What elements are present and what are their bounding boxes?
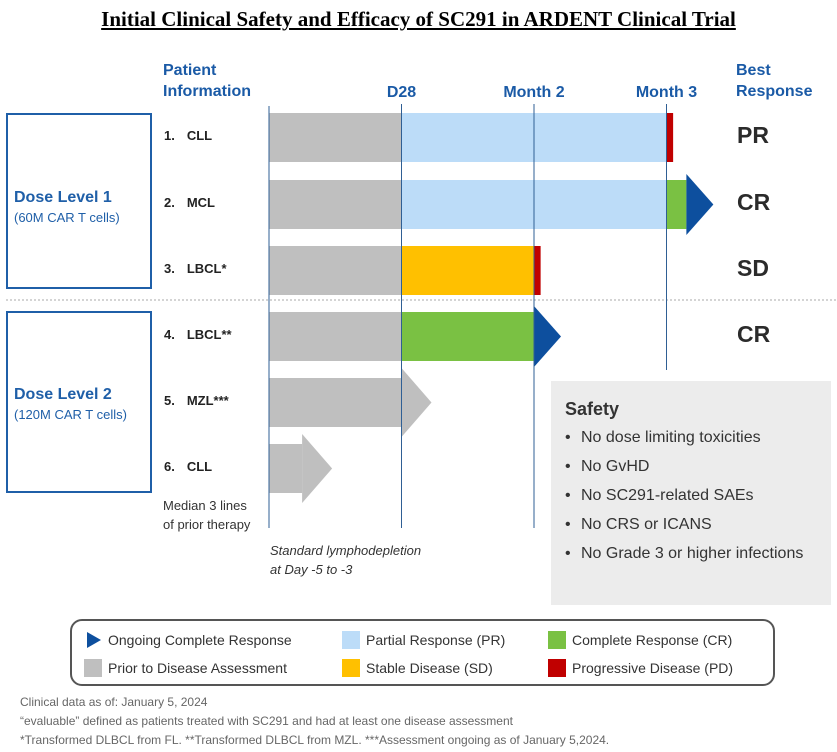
best-header-line1: Best	[736, 62, 771, 79]
bar-segment-pd	[666, 113, 674, 162]
safety-item: No GvHD	[565, 456, 827, 478]
patient-number: 3.	[164, 261, 175, 276]
median-note-line2: of prior therapy	[163, 517, 251, 532]
safety-panel: Safety No dose limiting toxicities No Gv…	[551, 381, 831, 605]
patient-label: 1. CLL	[164, 128, 212, 143]
patient-disease: MCL	[186, 195, 216, 210]
patient-disease: LBCL*	[186, 261, 227, 276]
best-response-header: Best Response	[736, 60, 812, 102]
safety-title: Safety	[565, 399, 620, 419]
prior-swatch	[84, 659, 102, 677]
cr-swatch	[548, 631, 566, 649]
sd-swatch	[342, 659, 360, 677]
safety-item: No Grade 3 or higher infections	[565, 543, 827, 565]
ongoing-arrow-icon	[87, 632, 101, 648]
patient-header-line2: Information	[163, 83, 251, 100]
patient-number: 2.	[164, 195, 175, 210]
patient-label: 2. MCL	[164, 195, 215, 210]
patient-number: 4.	[164, 327, 175, 342]
bar-segment-cr	[666, 180, 687, 229]
bar-segment-sd	[401, 246, 534, 295]
patient-header-line1: Patient	[163, 62, 217, 79]
legend-label: Complete Response (CR)	[572, 632, 733, 648]
lymphodepletion-note: Standard lymphodepletion at Day -5 to -3	[270, 541, 421, 579]
dose-level-1-box: Dose Level 1 (60M CAR T cells)	[6, 113, 152, 289]
patient-label: 4. LBCL**	[164, 327, 232, 342]
pd-swatch	[548, 659, 566, 677]
patient-disease: CLL	[186, 459, 213, 474]
patient-disease: LBCL**	[186, 327, 232, 342]
patient-label: 3. LBCL*	[164, 261, 227, 276]
footnote: Clinical data as of: January 5, 2024	[20, 695, 208, 709]
lymphodepletion-line2: at Day -5 to -3	[270, 562, 353, 577]
lymphodepletion-line1: Standard lymphodepletion	[270, 543, 422, 558]
bar-segment-prior	[269, 312, 402, 361]
footnote: “evaluable” defined as patients treated …	[20, 714, 513, 728]
dose-level-2-title: Dose Level 2	[14, 386, 112, 403]
time-marker-label: Month 2	[503, 84, 564, 101]
safety-item: No SC291-related SAEs	[565, 485, 827, 507]
best-response-label: CR	[737, 189, 771, 215]
prior-assessment-arrow	[401, 368, 432, 437]
legend: Ongoing Complete Response Partial Respon…	[70, 619, 775, 686]
best-response-label: CR	[737, 321, 771, 347]
dose-level-1-title: Dose Level 1	[14, 189, 112, 206]
patient-number: 5.	[164, 393, 175, 408]
patient-label: 6. CLL	[164, 459, 212, 474]
best-response-label: PR	[737, 122, 769, 148]
prior-assessment-arrow	[302, 434, 333, 503]
bar-segment-prior	[269, 246, 402, 295]
dose-level-1-subtitle: (60M CAR T cells)	[14, 210, 120, 225]
best-header-line2: Response	[736, 83, 813, 100]
legend-label: Prior to Disease Assessment	[108, 660, 287, 676]
patient-info-header: Patient Information	[163, 60, 251, 102]
safety-item: No CRS or ICANS	[565, 514, 827, 536]
bar-segment-prior	[269, 180, 402, 229]
time-marker-label: Month 3	[636, 84, 697, 101]
legend-label: Progressive Disease (PD)	[572, 660, 734, 676]
patient-label: 5. MZL***	[164, 393, 229, 408]
time-marker-label: D28	[387, 84, 416, 101]
bar-segment-prior	[269, 444, 303, 493]
dose-level-2-box: Dose Level 2 (120M CAR T cells)	[6, 311, 152, 493]
bar-segment-pd	[534, 246, 541, 295]
page-title: Initial Clinical Safety and Efficacy of …	[101, 7, 736, 31]
median-note-line1: Median 3 lines	[163, 498, 247, 513]
patient-disease: MZL***	[186, 393, 229, 408]
legend-label: Stable Disease (SD)	[366, 660, 493, 676]
bar-segment-prior	[269, 378, 402, 427]
patient-number: 6.	[164, 459, 175, 474]
bar-segment-cr	[401, 312, 534, 361]
legend-label: Partial Response (PR)	[366, 632, 506, 648]
median-note: Median 3 lines of prior therapy	[163, 496, 250, 534]
patient-disease: CLL	[186, 128, 213, 143]
best-response-label: SD	[737, 255, 769, 281]
safety-list: No dose limiting toxicities No GvHD No S…	[565, 427, 827, 572]
pr-swatch	[342, 631, 360, 649]
ongoing-response-arrow	[686, 174, 714, 235]
bar-segment-prior	[269, 113, 402, 162]
legend-label: Ongoing Complete Response	[108, 632, 292, 648]
ongoing-response-arrow	[534, 306, 561, 367]
safety-item: No dose limiting toxicities	[565, 427, 827, 449]
patient-number: 1.	[164, 128, 175, 143]
dose-level-2-subtitle: (120M CAR T cells)	[14, 407, 127, 422]
footnote: *Transformed DLBCL from FL. **Transforme…	[20, 733, 610, 747]
